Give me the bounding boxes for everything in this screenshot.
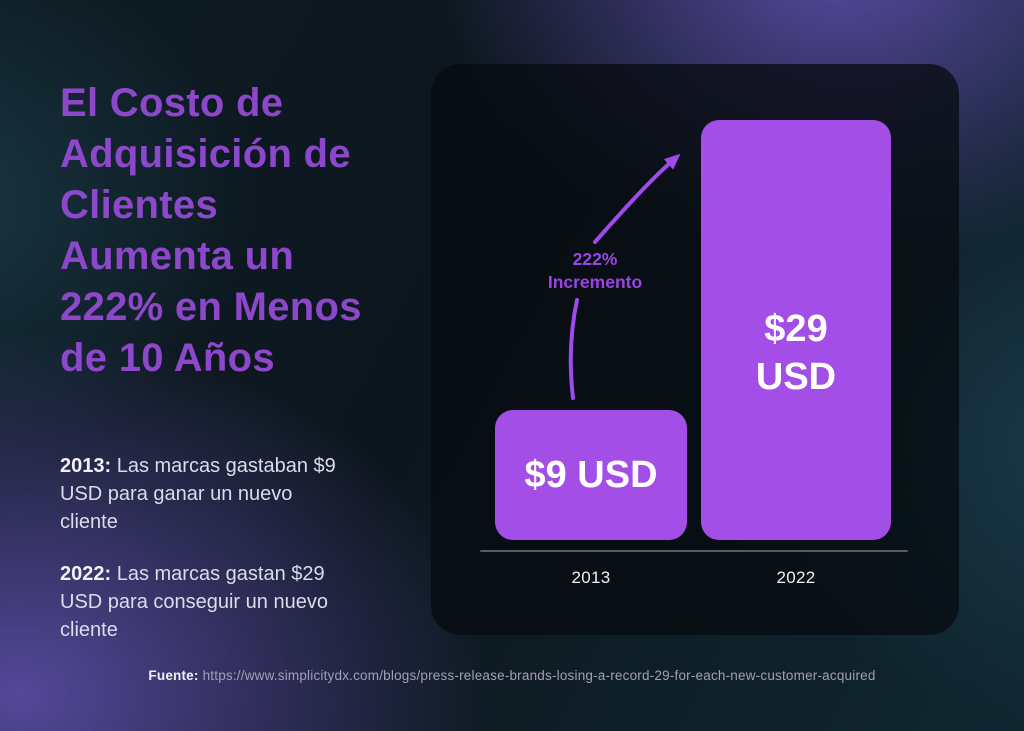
bar-value-text: $29	[764, 308, 828, 350]
note-line: cliente	[60, 619, 118, 641]
notes-section: 2013: Las marcas gastaban $9 USD para ga…	[60, 452, 405, 668]
note-line: USD para ganar un nuevo	[60, 483, 293, 505]
title-line: Aumenta un	[60, 234, 295, 278]
trend-arrow-icon	[568, 153, 681, 400]
bar-2013-value-label: $9 USD	[495, 451, 687, 499]
x-tick-2022: 2022	[776, 568, 816, 587]
bar-2022-value-label: $29 USD	[701, 305, 891, 401]
x-axis-line	[480, 550, 908, 552]
annotation-text: Incremento	[547, 272, 643, 292]
note-year-2022: 2022:	[60, 563, 112, 585]
note-year-2013: 2013:	[60, 455, 112, 477]
title-line: Adquisición de	[60, 132, 351, 176]
title-line: de 10 Años	[60, 336, 275, 380]
bar-2013: $9 USD	[495, 410, 687, 540]
title-line: 222% en Menos	[60, 285, 362, 329]
title-line: Clientes	[60, 183, 219, 227]
note-line: 2013: Las marcas gastaban $9	[60, 452, 405, 480]
increase-annotation: 222% Incremento	[505, 248, 685, 294]
note-text: Las marcas gastaban $9	[116, 455, 336, 477]
title-line: El Costo de	[60, 81, 284, 125]
source-label: Fuente:	[148, 668, 199, 683]
note-line: 2022: Las marcas gastan $29	[60, 560, 405, 588]
note-2013: 2013: Las marcas gastaban $9 USD para ga…	[60, 452, 405, 536]
note-text: Las marcas gastan $29	[116, 563, 325, 585]
note-line: cliente	[60, 511, 118, 533]
note-line: USD para conseguir un nuevo	[60, 591, 328, 613]
chart-card: 222% Incremento $9 USD $29 USD 2013 2022	[431, 64, 959, 635]
source-url[interactable]: https://www.simplicitydx.com/blogs/press…	[202, 668, 876, 683]
bar-value-text: $9 USD	[524, 454, 658, 496]
bar-value-text: USD	[755, 356, 837, 398]
x-tick-2013: 2013	[571, 568, 611, 587]
annotation-percent: 222%	[572, 249, 618, 269]
note-2022: 2022: Las marcas gastan $29 USD para con…	[60, 560, 405, 644]
bar-2022: $29 USD	[701, 120, 891, 540]
source-footer: Fuente: https://www.simplicitydx.com/blog…	[0, 668, 1024, 683]
page-title: El Costo de Adquisición de Clientes Aume…	[60, 78, 440, 384]
